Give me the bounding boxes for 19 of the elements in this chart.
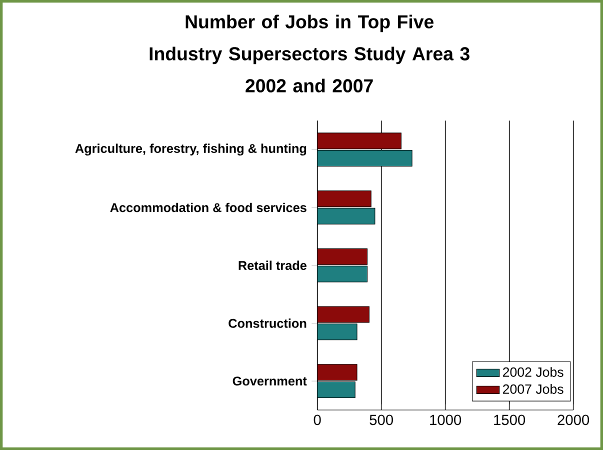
x-tick-label: 2000	[558, 414, 590, 426]
bar	[317, 150, 412, 167]
x-tick-label: 500	[370, 414, 393, 426]
y-tick-label: Retail trade	[238, 260, 306, 270]
y-tick-label: Government	[232, 376, 307, 386]
y-tick-label: Construction	[228, 318, 306, 328]
bar	[317, 324, 358, 340]
y-tick-label: Accommodation & food services	[110, 202, 306, 212]
bar	[317, 266, 368, 282]
x-tick-label: 1500	[494, 414, 526, 426]
x-tick-label: 0	[314, 414, 321, 426]
chart-title: Number of Jobs in Top Five Industry Supersectors Study Area 3	[150, 14, 470, 64]
legend-label: 2002 Jobs	[502, 367, 564, 377]
bar	[317, 381, 356, 398]
bar	[317, 208, 376, 224]
y-tick-label: Agriculture, forestry, fishing & hunting	[75, 144, 306, 156]
x-tick-label: 1000	[430, 414, 462, 426]
chart-subtitle: 2002 and 2007	[246, 78, 373, 92]
legend-label: 2007 Jobs	[502, 384, 564, 394]
